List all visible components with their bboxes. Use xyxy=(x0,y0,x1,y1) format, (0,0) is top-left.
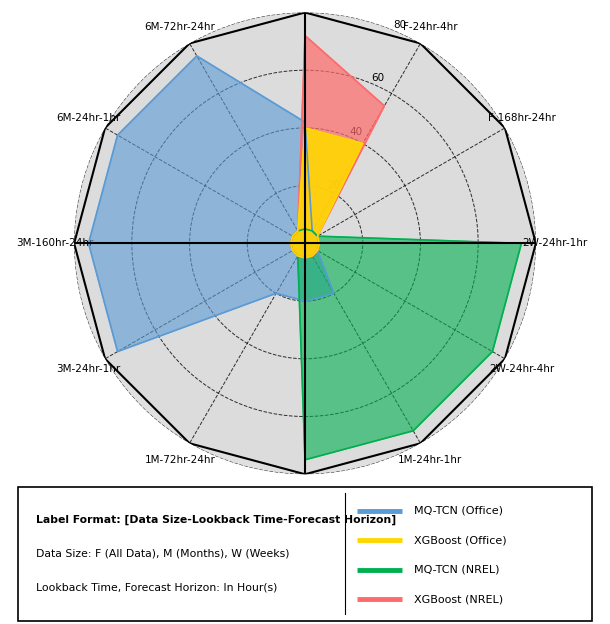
FancyBboxPatch shape xyxy=(18,487,592,621)
Text: XGBoost (NREL): XGBoost (NREL) xyxy=(414,595,503,605)
Text: MQ-TCN (NREL): MQ-TCN (NREL) xyxy=(414,565,500,575)
Text: Data Size: F (All Data), M (Months), W (Weeks): Data Size: F (All Data), M (Months), W (… xyxy=(35,548,289,559)
Text: Label Format: [Data Size-Lookback Time-Forecast Horizon]: Label Format: [Data Size-Lookback Time-F… xyxy=(35,515,396,525)
Polygon shape xyxy=(88,56,334,351)
Text: XGBoost (Office): XGBoost (Office) xyxy=(414,535,506,545)
Text: MQ-TCN (Office): MQ-TCN (Office) xyxy=(414,506,503,516)
Polygon shape xyxy=(290,229,522,460)
Polygon shape xyxy=(290,128,363,258)
Polygon shape xyxy=(74,12,536,474)
Text: Lookback Time, Forecast Horizon: In Hour(s): Lookback Time, Forecast Horizon: In Hour… xyxy=(35,582,277,592)
Polygon shape xyxy=(290,36,384,258)
